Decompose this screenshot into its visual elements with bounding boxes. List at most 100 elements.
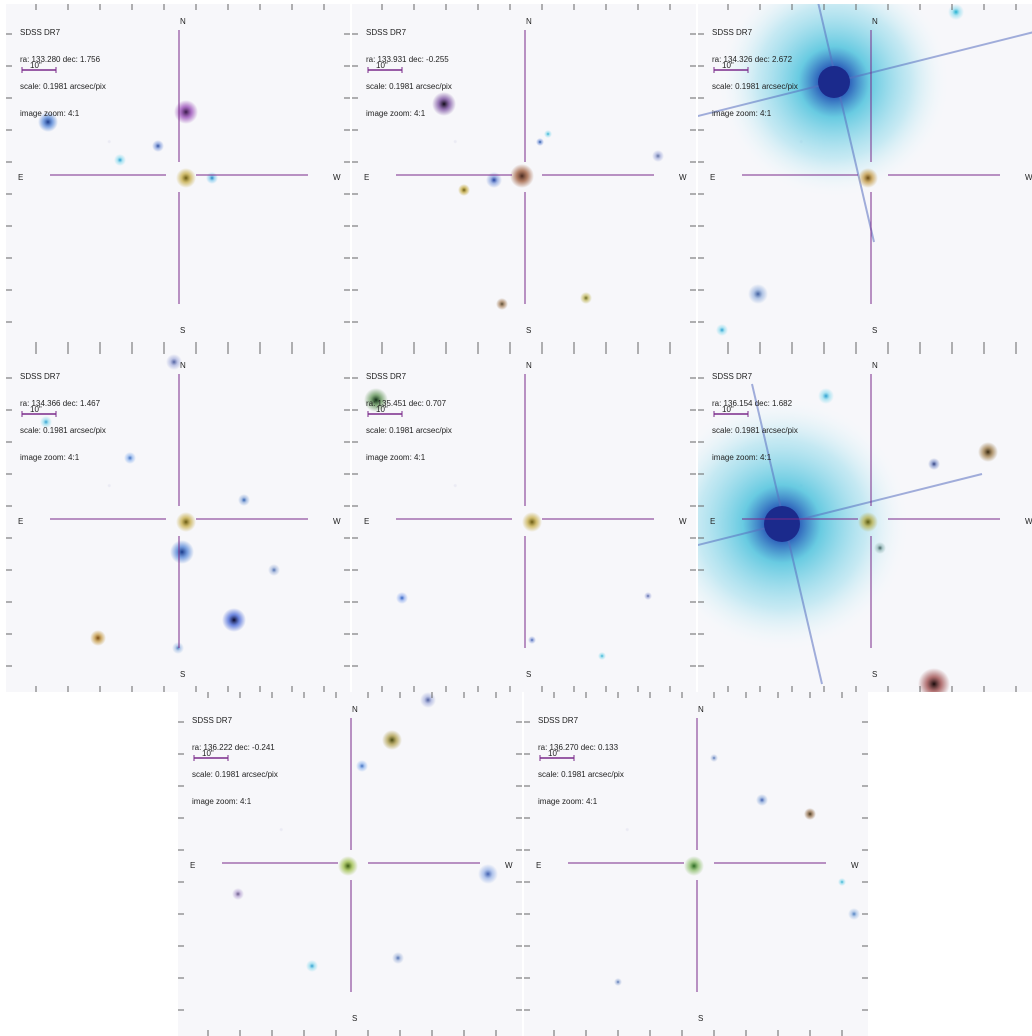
star-source bbox=[38, 112, 58, 132]
compass-south: S bbox=[698, 1014, 704, 1023]
star-source bbox=[716, 324, 728, 336]
star-source bbox=[432, 92, 456, 116]
compass-north: N bbox=[180, 361, 186, 370]
zoom-label: image zoom: 4:1 bbox=[712, 453, 772, 462]
compass-east: E bbox=[18, 517, 24, 526]
star-source bbox=[172, 642, 184, 654]
compass-west: W bbox=[851, 861, 859, 870]
compass-south: S bbox=[180, 670, 186, 679]
compass-west: W bbox=[333, 173, 341, 182]
zoom-label: image zoom: 4:1 bbox=[712, 109, 772, 118]
compass-west: W bbox=[333, 517, 341, 526]
star-source bbox=[684, 856, 704, 876]
survey-label: SDSS DR7 bbox=[712, 28, 753, 37]
compass-north: N bbox=[180, 17, 186, 26]
star-source bbox=[478, 864, 498, 884]
zoom-label: image zoom: 4:1 bbox=[538, 797, 598, 806]
compass-east: E bbox=[710, 173, 716, 182]
scale-bar-label: 10" bbox=[722, 61, 734, 70]
sky-cutout-panel-1[interactable]: SDSS DR7 ra: 133.280 dec: 1.756 scale: 0… bbox=[6, 4, 350, 348]
star-source bbox=[176, 512, 196, 532]
zoom-label: image zoom: 4:1 bbox=[366, 453, 426, 462]
star-source bbox=[114, 154, 126, 166]
coordinates-label: ra: 134.366 dec: 1.467 bbox=[20, 399, 101, 408]
panel-info: SDSS DR7 ra: 136.222 dec: -0.241 scale: … bbox=[192, 698, 278, 824]
star-source bbox=[496, 298, 508, 310]
compass-east: E bbox=[364, 173, 370, 182]
sky-cutout-panel-5[interactable]: SDSS DR7 ra: 135.451 dec: 0.707 scale: 0… bbox=[352, 348, 696, 692]
sky-image bbox=[524, 692, 868, 1036]
compass-south: S bbox=[526, 326, 532, 335]
star-source bbox=[306, 960, 318, 972]
compass-north: N bbox=[698, 705, 704, 714]
panel-info: SDSS DR7 ra: 135.451 dec: 0.707 scale: 0… bbox=[366, 354, 452, 480]
sky-cutout-panel-3[interactable]: SDSS DR7 ra: 134.326 dec: 2.672 scale: 0… bbox=[698, 4, 1032, 348]
compass-south: S bbox=[352, 1014, 358, 1023]
star-source bbox=[536, 138, 544, 146]
star-source bbox=[858, 168, 878, 188]
bright-star-core bbox=[818, 66, 850, 98]
survey-label: SDSS DR7 bbox=[366, 372, 407, 381]
star-source bbox=[522, 512, 542, 532]
survey-label: SDSS DR7 bbox=[712, 372, 753, 381]
bright-star-halo bbox=[716, 4, 952, 200]
sky-image bbox=[178, 692, 522, 1036]
star-source bbox=[748, 284, 768, 304]
coordinates-label: ra: 133.931 dec: -0.255 bbox=[366, 55, 449, 64]
star-source bbox=[458, 184, 470, 196]
star-source bbox=[124, 452, 136, 464]
coordinates-label: ra: 134.326 dec: 2.672 bbox=[712, 55, 793, 64]
star-source bbox=[710, 754, 718, 762]
bright-star-core bbox=[764, 506, 800, 542]
star-source bbox=[918, 668, 950, 692]
coordinates-label: ra: 136.154 dec: 1.682 bbox=[712, 399, 793, 408]
compass-north: N bbox=[872, 361, 878, 370]
star-source bbox=[948, 4, 964, 20]
star-source bbox=[510, 164, 534, 188]
star-source bbox=[874, 542, 886, 554]
star-source bbox=[364, 388, 388, 412]
scale-label: scale: 0.1981 arcsec/pix bbox=[712, 426, 798, 435]
sky-image bbox=[352, 4, 696, 348]
star-source bbox=[756, 794, 768, 806]
scale-label: scale: 0.1981 arcsec/pix bbox=[20, 82, 106, 91]
panel-info: SDSS DR7 ra: 136.270 dec: 0.133 scale: 0… bbox=[538, 698, 624, 824]
scale-label: scale: 0.1981 arcsec/pix bbox=[366, 82, 452, 91]
star-source bbox=[598, 652, 606, 660]
scale-bar-label: 10" bbox=[30, 405, 42, 414]
compass-north: N bbox=[526, 361, 532, 370]
sky-cutout-panel-8[interactable]: SDSS DR7 ra: 136.270 dec: 0.133 scale: 0… bbox=[524, 692, 868, 1036]
star-source bbox=[528, 636, 536, 644]
compass-east: E bbox=[190, 861, 196, 870]
survey-label: SDSS DR7 bbox=[20, 372, 61, 381]
sky-cutout-panel-4[interactable]: SDSS DR7 ra: 134.366 dec: 1.467 scale: 0… bbox=[6, 348, 350, 692]
star-source bbox=[152, 140, 164, 152]
compass-south: S bbox=[872, 326, 878, 335]
sky-cutout-panel-7[interactable]: SDSS DR7 ra: 136.222 dec: -0.241 scale: … bbox=[178, 692, 522, 1036]
sky-image bbox=[6, 4, 350, 348]
sky-cutout-panel-6[interactable]: SDSS DR7 ra: 136.154 dec: 1.682 scale: 0… bbox=[698, 348, 1032, 692]
compass-south: S bbox=[526, 670, 532, 679]
star-source bbox=[174, 100, 198, 124]
star-source bbox=[382, 730, 402, 750]
coordinates-label: ra: 136.222 dec: -0.241 bbox=[192, 743, 275, 752]
survey-label: SDSS DR7 bbox=[366, 28, 407, 37]
sky-image bbox=[6, 348, 350, 692]
compass-north: N bbox=[872, 17, 878, 26]
sky-cutout-panel-2[interactable]: SDSS DR7 ra: 133.931 dec: -0.255 scale: … bbox=[352, 4, 696, 348]
panel-info: SDSS DR7 ra: 136.154 dec: 1.682 scale: 0… bbox=[712, 354, 798, 480]
star-source bbox=[838, 878, 846, 886]
star-source bbox=[486, 172, 502, 188]
star-source bbox=[356, 760, 368, 772]
star-source bbox=[338, 856, 358, 876]
star-source bbox=[644, 592, 652, 600]
sky-image bbox=[352, 348, 696, 692]
sky-image bbox=[698, 4, 1032, 348]
compass-east: E bbox=[536, 861, 542, 870]
star-source bbox=[268, 564, 280, 576]
panel-info: SDSS DR7 ra: 134.366 dec: 1.467 scale: 0… bbox=[20, 354, 106, 480]
scale-label: scale: 0.1981 arcsec/pix bbox=[20, 426, 106, 435]
survey-label: SDSS DR7 bbox=[20, 28, 61, 37]
compass-north: N bbox=[352, 705, 358, 714]
survey-label: SDSS DR7 bbox=[538, 716, 579, 725]
